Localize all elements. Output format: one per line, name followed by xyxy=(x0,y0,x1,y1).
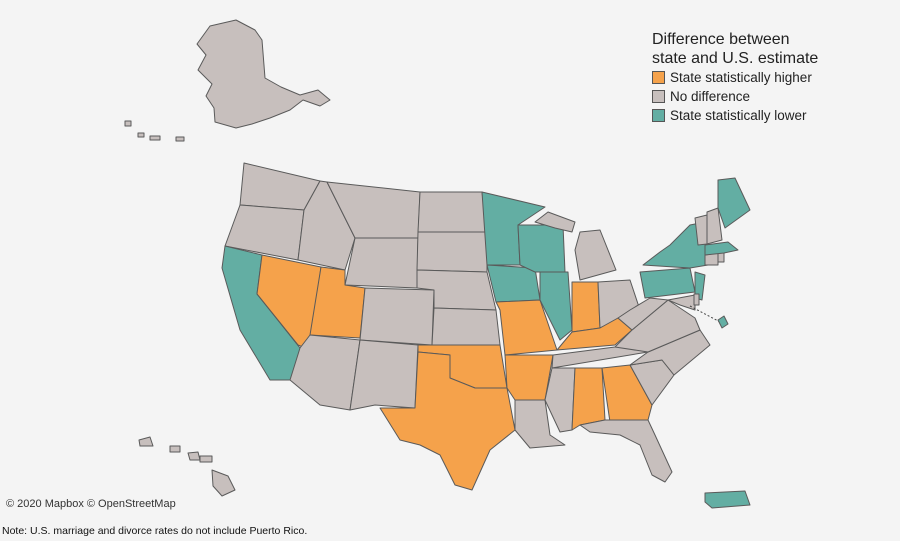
legend-title: Difference between state and U.S. estima… xyxy=(652,30,852,68)
map-legend: Difference between state and U.S. estima… xyxy=(652,30,852,125)
state-district-of-columbia[interactable] xyxy=(717,315,729,329)
state-maine[interactable] xyxy=(717,177,751,229)
legend-label: State statistically higher xyxy=(670,70,812,85)
legend-swatch xyxy=(652,109,665,122)
state-arkansas[interactable] xyxy=(504,354,554,401)
state-mississippi[interactable] xyxy=(544,367,576,433)
state-west-virginia[interactable] xyxy=(617,297,669,331)
state-georgia[interactable] xyxy=(601,364,653,423)
map-attribution[interactable]: © 2020 Mapbox © OpenStreetMap xyxy=(6,498,176,510)
state-delaware[interactable] xyxy=(693,293,700,306)
alaska-island[interactable] xyxy=(175,136,185,142)
state-texas[interactable] xyxy=(379,351,516,491)
territory-puerto-rico[interactable] xyxy=(704,490,751,509)
state-maryland[interactable] xyxy=(667,294,696,311)
hawaii-island[interactable] xyxy=(211,469,236,497)
legend-item-higher: State statistically higher xyxy=(652,68,852,87)
state-illinois[interactable] xyxy=(539,271,573,341)
state-michigan[interactable] xyxy=(574,229,617,281)
state-massachusetts[interactable] xyxy=(704,241,739,256)
footnote: Note: U.S. marriage and divorce rates do… xyxy=(2,525,308,537)
dc-callout-line xyxy=(689,305,721,323)
legend-item-none: No difference xyxy=(652,87,852,106)
legend-label: No difference xyxy=(670,89,751,104)
hawaii-island[interactable] xyxy=(187,451,201,461)
state-kansas[interactable] xyxy=(431,307,501,346)
legend-swatch xyxy=(652,71,665,84)
state-pennsylvania[interactable] xyxy=(639,267,696,299)
legend-label: State statistically lower xyxy=(670,108,807,123)
state-new-hampshire[interactable] xyxy=(706,207,723,245)
hawaii-island[interactable] xyxy=(199,455,213,463)
state-alaska[interactable] xyxy=(196,19,331,129)
legend-title-line-1: Difference between xyxy=(652,31,790,48)
state-colorado[interactable] xyxy=(359,287,435,346)
state-missouri[interactable] xyxy=(495,299,558,356)
alaska-island[interactable] xyxy=(124,120,132,127)
legend-swatch xyxy=(652,90,665,103)
legend-item-lower: State statistically lower xyxy=(652,106,852,125)
hawaii-island[interactable] xyxy=(169,445,181,453)
state-rhode-island[interactable] xyxy=(717,252,725,263)
state-michigan-upper[interactable] xyxy=(534,211,576,233)
state-south-dakota[interactable] xyxy=(416,231,488,273)
alaska-island[interactable] xyxy=(137,132,145,138)
state-new-jersey[interactable] xyxy=(694,271,706,301)
state-indiana[interactable] xyxy=(571,281,601,333)
alaska-island[interactable] xyxy=(149,135,161,141)
state-hawaii[interactable] xyxy=(138,436,154,447)
legend-title-line-2: state and U.S. estimate xyxy=(652,50,819,67)
state-wyoming[interactable] xyxy=(344,237,419,289)
state-wisconsin[interactable] xyxy=(517,224,566,273)
state-new-mexico[interactable] xyxy=(349,339,419,411)
state-florida[interactable] xyxy=(579,419,673,483)
state-north-dakota[interactable] xyxy=(417,191,488,233)
